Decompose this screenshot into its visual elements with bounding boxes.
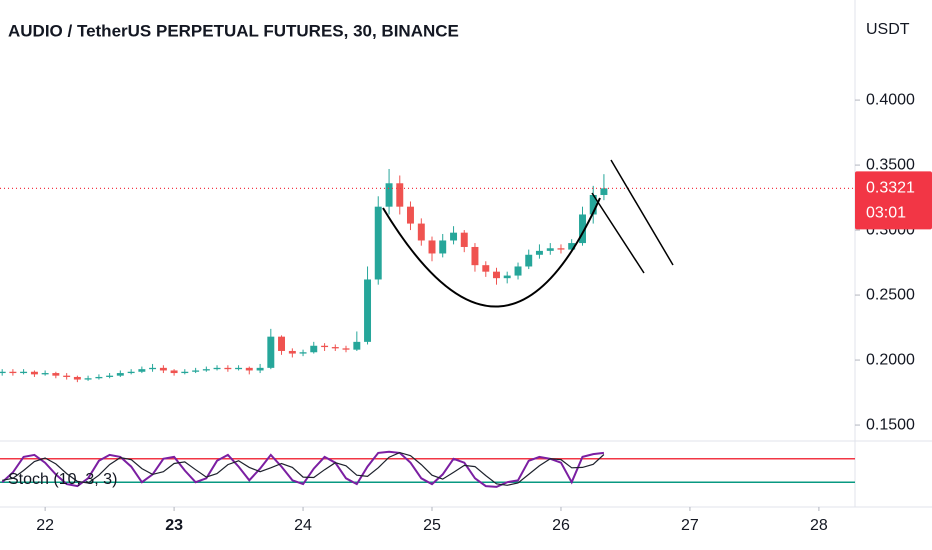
- candle-body: [30, 371, 38, 375]
- y-tick-label: 0.4000: [866, 91, 915, 108]
- candle-body: [52, 373, 60, 376]
- candle-body: [9, 371, 17, 374]
- price-axis-unit: USDT: [866, 21, 910, 38]
- candle-body: [256, 367, 264, 371]
- candle-body: [385, 183, 393, 207]
- x-tick-label: 25: [423, 517, 441, 534]
- x-tick-label: 22: [36, 517, 54, 534]
- y-tick-label: 0.2500: [866, 286, 915, 303]
- x-tick-label: 23: [165, 517, 183, 534]
- candle-body: [439, 240, 447, 254]
- trend-line: [591, 192, 645, 274]
- countdown-label: 03:01: [866, 205, 906, 222]
- x-tick-label: 24: [294, 517, 312, 534]
- candle-body: [278, 336, 285, 351]
- candle-body: [579, 214, 586, 244]
- candle-body: [406, 206, 414, 224]
- candle-body: [482, 265, 490, 272]
- trend-line: [610, 159, 674, 266]
- candle-body: [202, 369, 210, 371]
- candle-body: [159, 367, 167, 371]
- candle-body: [181, 371, 189, 374]
- x-tick-label: 27: [681, 517, 699, 534]
- candle-body: [63, 375, 71, 377]
- candle-body: [84, 378, 92, 380]
- candle-body: [374, 206, 382, 280]
- y-tick-label: 0.2000: [866, 351, 915, 368]
- candle-body: [546, 248, 554, 251]
- candle-body: [127, 371, 135, 374]
- last-price-label: 0.3321: [866, 180, 915, 197]
- y-tick-label: 0.1500: [866, 416, 915, 433]
- candle-body: [299, 352, 307, 354]
- plot-area: [0, 168, 855, 488]
- candle-body: [557, 248, 565, 250]
- candle-body: [138, 369, 146, 372]
- candle-body: [213, 367, 221, 370]
- candle-body: [428, 240, 436, 254]
- candle-body: [600, 188, 608, 195]
- candle-body: [149, 367, 157, 370]
- candle-body: [503, 275, 511, 279]
- stoch-line: [2, 451, 605, 486]
- candle-body: [310, 345, 318, 353]
- candle-body: [0, 371, 6, 374]
- candle-body: [417, 223, 425, 241]
- candle-body: [116, 373, 124, 376]
- stoch-line: [1, 450, 605, 488]
- x-tick-label: 26: [552, 517, 570, 534]
- chart-title: AUDIO / TetherUS PERPETUAL FUTURES, 30, …: [8, 21, 459, 40]
- candle-body: [192, 370, 200, 372]
- candle-body: [460, 232, 468, 247]
- candle-body: [514, 266, 522, 276]
- candle-body: [396, 183, 404, 207]
- candle-body: [471, 246, 479, 266]
- candle-body: [353, 341, 361, 350]
- candle-body: [568, 243, 576, 250]
- candle-body: [235, 367, 243, 370]
- candle-body: [73, 376, 81, 380]
- candle-body: [589, 194, 597, 215]
- candle-body: [95, 376, 103, 379]
- candle-body: [106, 375, 114, 377]
- candle-body: [535, 250, 543, 255]
- candle-body: [525, 254, 533, 267]
- last-price-box: [855, 171, 932, 230]
- candle-body: [170, 370, 178, 374]
- candle-body: [342, 348, 350, 350]
- candle-body: [245, 367, 253, 371]
- candle-body: [364, 279, 372, 342]
- candle-body: [41, 373, 49, 375]
- candle-body: [493, 271, 500, 279]
- candle-body: [267, 336, 275, 368]
- x-tick-label: 28: [810, 517, 828, 534]
- indicator-label[interactable]: Stoch (10, 3, 3): [8, 471, 117, 488]
- y-tick-label: 0.3500: [866, 156, 915, 173]
- cup-drawing: [382, 197, 601, 308]
- candle-body: [331, 347, 339, 349]
- candle-body: [224, 367, 232, 370]
- candle-body: [288, 350, 296, 354]
- candle-body: [450, 232, 458, 241]
- candle-body: [20, 371, 28, 374]
- candle-body: [321, 345, 329, 348]
